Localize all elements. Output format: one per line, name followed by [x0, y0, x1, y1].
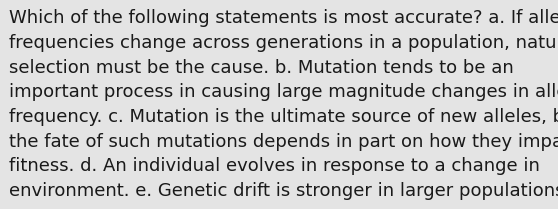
Text: Which of the following statements is most accurate? a. If allele: Which of the following statements is mos… — [9, 9, 558, 27]
Text: the fate of such mutations depends in part on how they impact: the fate of such mutations depends in pa… — [9, 133, 558, 151]
Text: fitness. d. An individual evolves in response to a change in: fitness. d. An individual evolves in res… — [9, 157, 540, 175]
Text: frequencies change across generations in a population, natural: frequencies change across generations in… — [9, 34, 558, 52]
Text: selection must be the cause. b. Mutation tends to be an: selection must be the cause. b. Mutation… — [9, 59, 514, 77]
Text: important process in causing large magnitude changes in allele: important process in causing large magni… — [9, 83, 558, 101]
Text: environment. e. Genetic drift is stronger in larger populations.: environment. e. Genetic drift is stronge… — [9, 182, 558, 200]
Text: frequency. c. Mutation is the ultimate source of new alleles, but: frequency. c. Mutation is the ultimate s… — [9, 108, 558, 126]
